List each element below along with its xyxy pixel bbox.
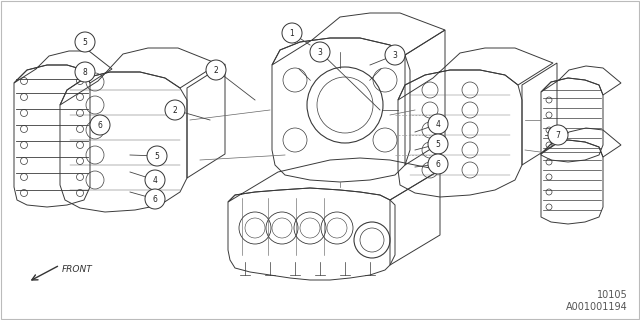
Text: 7: 7 [556,131,561,140]
Text: 6: 6 [152,195,157,204]
Circle shape [310,42,330,62]
Circle shape [548,125,568,145]
Circle shape [206,60,226,80]
Text: 6: 6 [97,121,102,130]
Text: 5: 5 [436,140,440,148]
Text: FRONT: FRONT [62,266,93,275]
Text: 5: 5 [155,151,159,161]
Text: 1: 1 [290,28,294,37]
Text: 4: 4 [436,119,440,129]
Circle shape [145,170,165,190]
Text: 3: 3 [392,51,397,60]
Circle shape [147,146,167,166]
Text: A001001194: A001001194 [566,302,628,312]
Circle shape [428,114,448,134]
Text: 8: 8 [83,68,88,76]
Text: 2: 2 [214,66,218,75]
Text: 3: 3 [317,47,323,57]
Circle shape [428,134,448,154]
Circle shape [90,115,110,135]
Text: 4: 4 [152,175,157,185]
Text: 10105: 10105 [597,290,628,300]
Text: 6: 6 [436,159,440,169]
Circle shape [75,62,95,82]
Circle shape [75,32,95,52]
Circle shape [385,45,405,65]
Circle shape [165,100,185,120]
Circle shape [428,154,448,174]
Circle shape [145,189,165,209]
Circle shape [282,23,302,43]
Text: 2: 2 [173,106,177,115]
Text: 5: 5 [83,37,88,46]
